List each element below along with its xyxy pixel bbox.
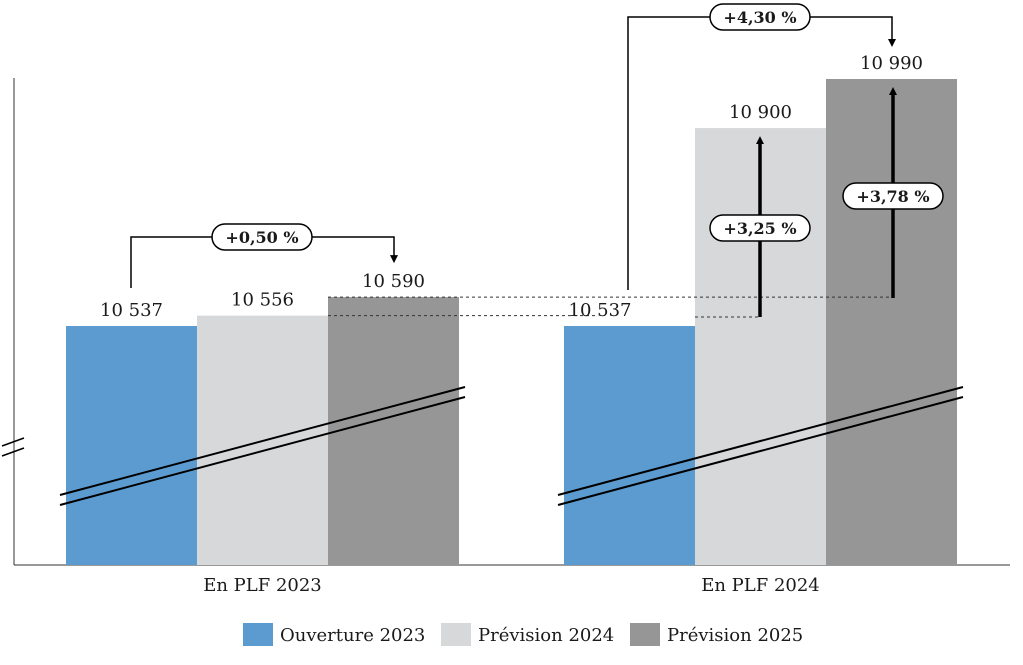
axis-break-mark [1,447,25,457]
x-tick-label: En PLF 2023 [203,575,322,596]
percent-annotation: +0,50 % [211,223,313,251]
data-label: 10 990 [860,53,923,74]
annotation-pill [709,214,811,242]
axis-break-line [557,386,964,496]
data-label: 10 590 [362,271,425,292]
legend-entry: Prévision 2024 [441,623,614,646]
data-label: 10 900 [729,102,792,123]
bar [564,326,695,565]
annotation-text: +3,25 % [723,219,796,238]
percent-annotation: +4,30 % [709,3,811,31]
axis-break-line [59,386,466,496]
annotation-text: +3,78 % [856,187,929,206]
bar [328,297,459,565]
data-label: 10 537 [569,300,632,321]
axis-break-line [557,396,964,506]
data-label: 10 556 [231,290,294,311]
x-tick-label: En PLF 2024 [701,575,820,596]
annotation-text: +4,30 % [723,8,796,27]
legend-label: Ouverture 2023 [280,625,425,646]
legend-label: Prévision 2025 [667,625,803,646]
legend-label: Prévision 2024 [478,625,614,646]
legend-swatch [243,623,273,646]
percent-annotation: +3,25 % [709,214,811,242]
data-label: 10 537 [100,300,163,321]
annotation-pill [842,182,944,210]
axis-break-mark [1,437,25,447]
axis-break-line [59,396,466,506]
annotation-pill [709,3,811,31]
bar [66,326,197,565]
legend-swatch [630,623,660,646]
percent-annotation: +3,78 % [842,182,944,210]
annotation-text: +0,50 % [225,228,298,247]
legend-entry: Ouverture 2023 [243,623,425,646]
legend-swatch [441,623,471,646]
legend-entry: Prévision 2025 [630,623,803,646]
annotation-pill [211,223,313,251]
